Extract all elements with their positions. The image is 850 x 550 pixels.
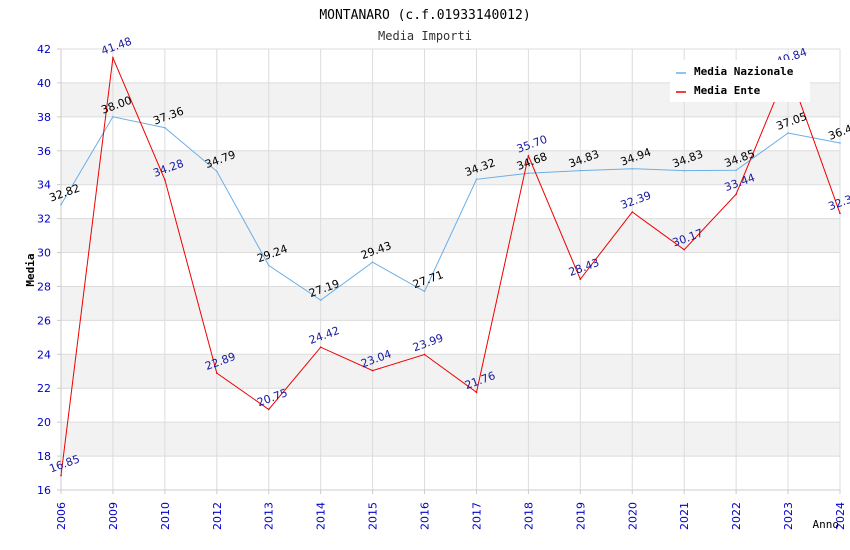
data-point-media-ente-2021 <box>683 248 685 251</box>
data-point-media-nazionale-2024 <box>839 142 841 144</box>
data-point-media-ente-2016 <box>423 353 426 356</box>
x-tick-label-2020: 2020 <box>626 502 639 530</box>
x-axis-label: Anno <box>813 518 840 531</box>
data-point-media-ente-2022 <box>735 193 737 195</box>
x-tick-label-2010: 2010 <box>159 502 172 530</box>
x-tick-label-2015: 2015 <box>367 502 380 530</box>
y-tick-label-34: 34 <box>37 179 51 192</box>
data-point-media-ente-2012 <box>216 372 218 374</box>
data-label-media-ente-2016: 23.99 <box>411 331 445 354</box>
y-axis-ticks: 16 18 20 22 24 26 28 30 32 34 36 38 40 42 <box>37 43 61 497</box>
series-line-media-ente <box>60 55 841 476</box>
data-point-media-ente-2006 <box>60 474 62 477</box>
data-label-media-nazionale-2024: 36.46 <box>827 120 850 143</box>
data-point-media-ente-2018 <box>527 155 530 157</box>
y-tick-label-40: 40 <box>37 77 51 90</box>
chart-legend: Media Nazionale Media Ente <box>670 60 810 102</box>
data-point-media-nazionale-2009 <box>112 116 114 118</box>
y-tick-label-20: 20 <box>37 416 51 429</box>
y-tick-label-16: 16 <box>37 484 51 497</box>
data-point-media-nazionale-2020 <box>631 167 634 170</box>
data-point-media-nazionale-2010 <box>164 126 166 129</box>
band-18 <box>61 422 840 457</box>
series-line-media-nazionale <box>60 116 841 301</box>
x-tick-label-2013: 2013 <box>263 502 276 530</box>
x-tick-label-2019: 2019 <box>574 502 587 530</box>
y-axis-label: Media <box>24 253 37 286</box>
y-tick-label-42: 42 <box>37 43 51 56</box>
legend-box <box>670 60 810 102</box>
data-point-media-nazionale-2017 <box>475 178 478 181</box>
band-34 <box>61 150 840 185</box>
data-point-media-ente-2024 <box>839 212 841 215</box>
y-tick-label-28: 28 <box>37 280 51 293</box>
data-point-media-ente-2013 <box>267 408 270 411</box>
x-axis-ticks: 2006 2009 2010 2012 2013 2014 2015 2016 2017 2018… <box>55 490 847 530</box>
x-tick-label-2014: 2014 <box>315 502 328 530</box>
band-26 <box>61 286 840 321</box>
data-point-media-nazionale-2022 <box>735 169 737 172</box>
data-point-media-ente-2014 <box>319 346 322 348</box>
y-tick-label-24: 24 <box>37 348 51 361</box>
data-label-media-ente-2009: 41.48 <box>100 35 134 58</box>
x-tick-label-2012: 2012 <box>211 502 224 530</box>
data-point-media-ente-2015 <box>371 369 374 372</box>
chart-gridlines <box>60 48 841 491</box>
data-point-media-nazionale-2013 <box>267 264 270 267</box>
x-tick-label-2017: 2017 <box>470 502 483 530</box>
y-tick-label-36: 36 <box>37 145 51 158</box>
data-point-media-nazionale-2006 <box>60 203 62 206</box>
data-point-media-ente-2009 <box>112 57 114 59</box>
legend-label-media-ente: Media Ente <box>694 84 761 97</box>
chart-title: MONTANARO (c.f.01933140012) <box>319 8 530 23</box>
data-point-media-nazionale-2012 <box>216 170 218 173</box>
y-tick-label-26: 26 <box>37 314 51 327</box>
chart-axes <box>60 49 840 491</box>
data-point-media-ente-2020 <box>631 211 634 213</box>
chart-subtitle: Media Importi <box>378 29 472 43</box>
data-point-media-nazionale-2014 <box>319 299 322 302</box>
x-tick-label-2021: 2021 <box>678 502 691 530</box>
data-point-media-nazionale-2023 <box>787 132 789 134</box>
legend-label-media-nazionale: Media Nazionale <box>694 65 794 78</box>
data-label-media-ente-2020: 32.39 <box>619 189 653 212</box>
chart-series <box>60 55 841 477</box>
x-tick-label-2006: 2006 <box>55 502 68 530</box>
data-point-media-nazionale-2015 <box>371 261 374 264</box>
data-point-media-ente-2017 <box>475 391 478 394</box>
y-tick-label-22: 22 <box>37 382 51 395</box>
band-22 <box>61 354 840 389</box>
data-point-media-ente-2010 <box>164 179 166 181</box>
y-tick-label-18: 18 <box>37 450 51 463</box>
x-tick-label-2024: 2024 <box>834 502 847 530</box>
y-tick-label-32: 32 <box>37 213 51 226</box>
data-point-media-nazionale-2016 <box>423 290 426 293</box>
x-tick-label-2016: 2016 <box>419 502 432 530</box>
data-label-media-ente-2024: 32.31 <box>827 190 850 213</box>
data-point-media-nazionale-2018 <box>527 172 530 174</box>
y-tick-label-30: 30 <box>37 247 51 260</box>
x-tick-label-2009: 2009 <box>107 502 120 530</box>
data-point-media-nazionale-2021 <box>683 169 685 172</box>
x-tick-label-2023: 2023 <box>782 502 795 530</box>
data-point-media-ente-2019 <box>579 278 582 280</box>
data-label-media-ente-2014: 24.42 <box>307 324 341 347</box>
data-point-media-nazionale-2019 <box>579 169 582 172</box>
x-tick-label-2022: 2022 <box>730 502 743 530</box>
y-tick-label-38: 38 <box>37 111 51 124</box>
x-tick-label-2018: 2018 <box>522 502 535 530</box>
